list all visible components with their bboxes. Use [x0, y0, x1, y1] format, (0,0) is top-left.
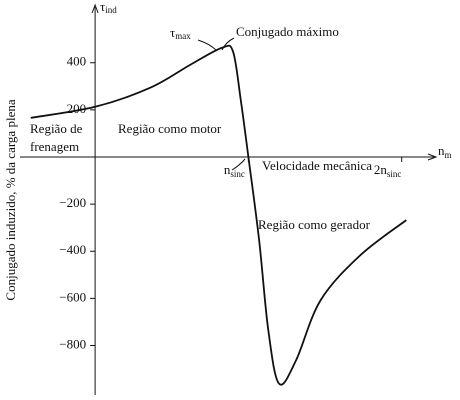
y-tick-label: 400: [67, 54, 87, 69]
x-tick-main: 2n: [374, 162, 388, 177]
tau-max-sub: max: [175, 31, 191, 41]
y-tick-label: 200: [67, 101, 87, 116]
x-tick-label: nsinc: [224, 162, 245, 179]
x-arrow: [427, 153, 438, 161]
y-tick-label: −400: [59, 242, 86, 257]
braking-label: frenagem: [30, 139, 79, 154]
pointer: [221, 37, 235, 51]
tau-max-main: τ: [170, 25, 175, 40]
y-axis-label: Conjugado induzido, % da carga plena: [3, 99, 18, 300]
x-tick-sub: sinc: [230, 169, 245, 179]
x-tick-main: n: [224, 162, 231, 177]
x-tick-label: 2nsinc: [374, 162, 402, 179]
speed-label: Velocidade mecânica: [262, 158, 372, 173]
y-symbol-sub: ind: [105, 5, 117, 15]
pointer: [197, 39, 217, 51]
x-tick-sub: sinc: [387, 169, 402, 179]
tau-max-label: τmax: [170, 25, 191, 41]
torque-curve: [30, 44, 407, 386]
motor-label: Região como motor: [118, 121, 222, 136]
max-torque-label: Conjugado máximo: [236, 24, 339, 39]
pointer: [231, 158, 246, 171]
y-symbol-main: τ: [100, 0, 105, 14]
y-tick-label: −600: [59, 289, 86, 304]
generator-label: Região como gerador: [258, 217, 371, 232]
x-symbol: nm: [438, 143, 452, 160]
y-tick-label: −200: [59, 195, 86, 210]
y-tick-label: −800: [59, 336, 86, 351]
y-arrow: [91, 3, 99, 14]
x-symbol-main: n: [438, 143, 445, 158]
y-symbol: τind: [100, 0, 117, 15]
braking-label: Região de: [30, 121, 83, 136]
x-symbol-sub: m: [445, 150, 452, 160]
